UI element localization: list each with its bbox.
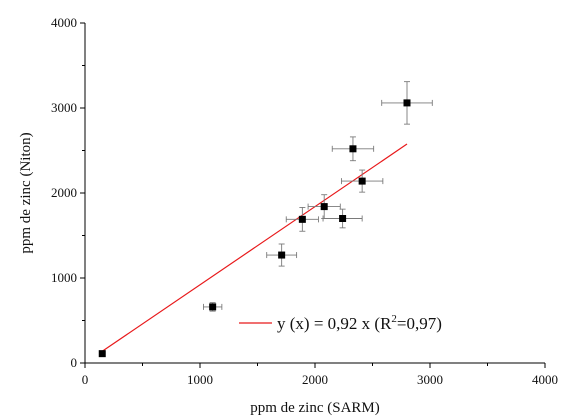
data-point-group [285,206,319,232]
data-point-marker [209,303,217,311]
data-point-group [202,302,223,312]
data-point-group [98,350,106,358]
data-point-marker [349,145,357,153]
legend-label-suffix: =0,97) [397,314,442,333]
x-tick-label: 1000 [187,372,213,387]
data-point-marker [358,177,366,185]
y-tick-label: 3000 [51,100,77,115]
y-tick-label: 1000 [51,270,77,285]
fit-line [101,143,408,352]
data-point-marker [339,215,347,222]
x-tick-label: 0 [82,372,89,387]
y-axis-title: ppm de zinc (Niton) [18,132,34,253]
data-point-group [381,81,433,125]
y-tick-label: 0 [71,355,78,370]
data-point-marker [403,99,411,107]
data-point-group [307,194,341,219]
legend-label-prefix: y (x) = 0,92 x (R [277,314,392,333]
fit-line-layer [101,143,408,352]
data-point-marker [320,203,328,211]
data-point-marker [298,215,306,223]
y-tick-label: 2000 [51,185,77,200]
data-point-group [266,243,298,267]
legend-entry: y (x) = 0,92 x (R2=0,97) [277,313,442,333]
data-point-group [331,136,375,162]
x-tick-label: 4000 [532,372,558,387]
legend-label-superscript: 2 [391,313,397,325]
data-point-group [341,169,384,193]
y-tick-label: 4000 [51,15,77,30]
x-tick-label: 3000 [417,372,443,387]
axes: 0 1000 2000 3000 4000 0 1000 2000 3000 4000 [51,15,558,387]
data-point-marker [98,350,106,358]
x-tick-label: 2000 [302,372,328,387]
data-point-marker [278,251,286,259]
legend: y (x) = 0,92 x (R2=0,97) [239,313,442,333]
data-points-layer [98,81,433,358]
data-point-group [322,208,363,229]
x-axis-title: ppm de zinc (SARM) [250,400,380,416]
